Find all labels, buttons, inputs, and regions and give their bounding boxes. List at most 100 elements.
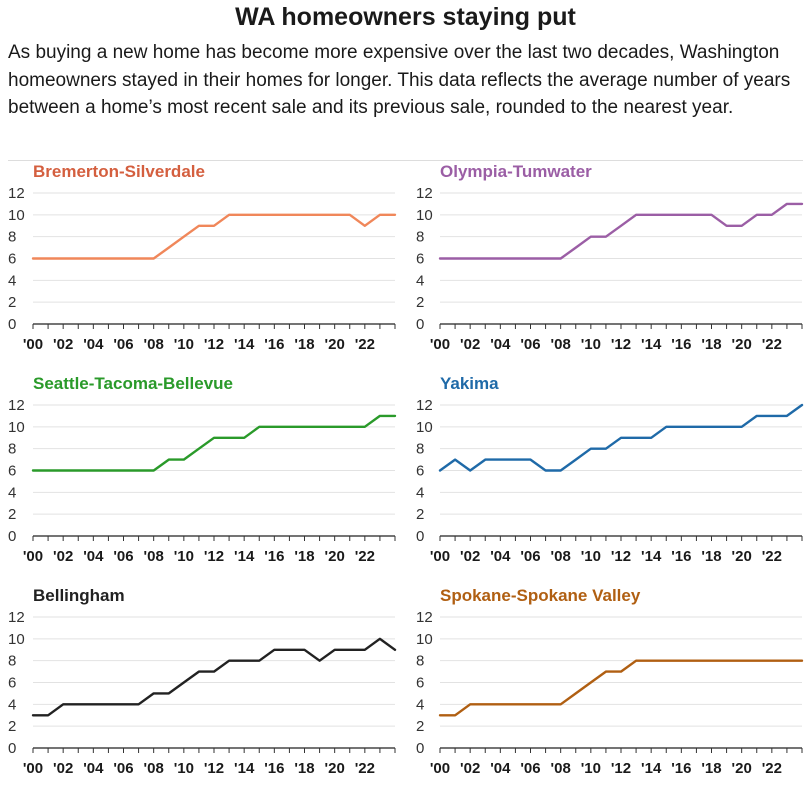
panel-1-xtick-label: '06 [113, 336, 133, 353]
panel-2-xtick-label: '00 [430, 336, 450, 353]
panel-1-xtick-label: '18 [294, 336, 314, 353]
panel-1-xtick-label: '02 [53, 336, 73, 353]
panel-2-ytick-label: 6 [416, 251, 424, 268]
panel-5-title: Bellingham [33, 586, 125, 605]
panel-6-xtick-label: '02 [460, 760, 480, 777]
panel-6-title: Spokane-Spokane Valley [440, 586, 641, 605]
panel-3-xtick-label: '02 [53, 548, 73, 565]
panel-1-xtick-label: '16 [264, 336, 284, 353]
panel-6-xtick-label: '12 [611, 760, 631, 777]
panel-1-ytick-label: 0 [8, 316, 16, 333]
panel-1-xtick-label: '14 [234, 336, 255, 353]
panel-4-xtick-label: '12 [611, 548, 631, 565]
panel-6-xtick-label: '14 [641, 760, 662, 777]
panel-6-xtick-label: '20 [732, 760, 752, 777]
panel-4-xtick-label: '20 [732, 548, 752, 565]
panel-1-xtick-label: '00 [23, 336, 43, 353]
panel-5-ytick-label: 2 [8, 718, 16, 735]
panel-2-title: Olympia-Tumwater [440, 162, 592, 181]
panel-2-series-line [438, 202, 804, 260]
panel-5-xtick-label: '12 [204, 760, 224, 777]
panel-3-xtick-label: '16 [264, 548, 284, 565]
panel-2-xtick-label: '12 [611, 336, 631, 353]
panel-3-ytick-label: 8 [8, 441, 16, 458]
panel-1-title: Bremerton-Silverdale [33, 162, 205, 181]
panel-1-series-line [31, 213, 397, 260]
panel-6-xtick-label: '10 [581, 760, 601, 777]
panel-2-xtick-label: '04 [490, 336, 511, 353]
panel-4-ytick-label: 10 [416, 419, 433, 436]
panel-6-ytick-label: 8 [416, 653, 424, 670]
chart-subtitle: As buying a new home has become more exp… [8, 42, 791, 118]
panel-2-xtick-label: '16 [671, 336, 691, 353]
panel-4-ytick-label: 6 [416, 463, 424, 480]
panel-3-xtick-label: '00 [23, 548, 43, 565]
panel-3-xtick-label: '20 [325, 548, 345, 565]
panel-6-series-line [438, 659, 804, 717]
panel-5-xtick-label: '10 [174, 760, 194, 777]
panel-6-ytick-label: 4 [416, 696, 424, 713]
panel-5-ytick-label: 12 [8, 609, 25, 626]
panel-2-ytick-label: 8 [416, 229, 424, 246]
panel-2-ytick-label: 2 [416, 294, 424, 311]
panel-3-xtick-label: '14 [234, 548, 255, 565]
panel-4-title: Yakima [440, 374, 499, 393]
panel-1-ytick-label: 8 [8, 229, 16, 246]
panel-4-ytick-label: 4 [416, 484, 424, 501]
panel-1-ytick-label: 2 [8, 294, 16, 311]
panel-4-ytick-label: 12 [416, 397, 433, 414]
panel-4-xtick-label: '02 [460, 548, 480, 565]
panel-2-xtick-label: '06 [520, 336, 540, 353]
panel-6-ytick-label: 12 [416, 609, 433, 626]
panel-4-xtick-label: '06 [520, 548, 540, 565]
panel-2-ytick-label: 4 [416, 272, 424, 289]
panel-1-xtick-label: '08 [144, 336, 164, 353]
panel-2-xtick-label: '22 [762, 336, 782, 353]
panel-6-ytick-label: 0 [416, 740, 424, 757]
panel-5-xtick-label: '14 [234, 760, 255, 777]
panel-2-xtick-label: '10 [581, 336, 601, 353]
panel-5-xtick-label: '06 [113, 760, 133, 777]
panel-4-xtick-label: '16 [671, 548, 691, 565]
header-divider [8, 160, 803, 161]
panel-6-xtick-label: '06 [520, 760, 540, 777]
panel-5-ytick-label: 6 [8, 675, 16, 692]
panel-3-ytick-label: 0 [8, 528, 16, 545]
panel-1-xtick-label: '10 [174, 336, 194, 353]
panel-2-ytick-label: 12 [416, 185, 433, 202]
panel-4-xtick-label: '04 [490, 548, 511, 565]
panel-2-xtick-label: '18 [701, 336, 721, 353]
panel-6-xtick-label: '16 [671, 760, 691, 777]
chart-title: WA homeowners staying put [235, 3, 576, 31]
panel-6-xtick-label: '04 [490, 760, 511, 777]
panel-4-series-line [438, 403, 804, 472]
panel-2-ytick-label: 10 [416, 207, 433, 224]
panel-5-ytick-label: 4 [8, 696, 16, 713]
panel-6-xtick-label: '18 [701, 760, 721, 777]
panel-4-ytick-label: 2 [416, 506, 424, 523]
panel-3-xtick-label: '12 [204, 548, 224, 565]
panel-5-ytick-label: 10 [8, 631, 25, 648]
panel-4-ytick-label: 8 [416, 441, 424, 458]
panel-3-ytick-label: 12 [8, 397, 25, 414]
panel-1-xtick-label: '22 [355, 336, 375, 353]
panel-5-series-line [31, 637, 397, 717]
panel-3-xtick-label: '18 [294, 548, 314, 565]
panel-5-xtick-label: '20 [325, 760, 345, 777]
panel-2-xtick-label: '14 [641, 336, 662, 353]
panel-5-xtick-label: '16 [264, 760, 284, 777]
panel-4-xtick-label: '00 [430, 548, 450, 565]
panel-6-xtick-label: '00 [430, 760, 450, 777]
panel-2-xtick-label: '02 [460, 336, 480, 353]
panel-5-ytick-label: 0 [8, 740, 16, 757]
panel-4-ytick-label: 0 [416, 528, 424, 545]
panel-3-xtick-label: '08 [144, 548, 164, 565]
panel-5-xtick-label: '18 [294, 760, 314, 777]
panel-4-xtick-label: '22 [762, 548, 782, 565]
panel-6-ytick-label: 6 [416, 675, 424, 692]
panel-1-xtick-label: '20 [325, 336, 345, 353]
panel-2-xtick-label: '08 [551, 336, 571, 353]
panel-1-xtick-label: '12 [204, 336, 224, 353]
panel-1-xtick-label: '04 [83, 336, 104, 353]
panel-4-xtick-label: '10 [581, 548, 601, 565]
